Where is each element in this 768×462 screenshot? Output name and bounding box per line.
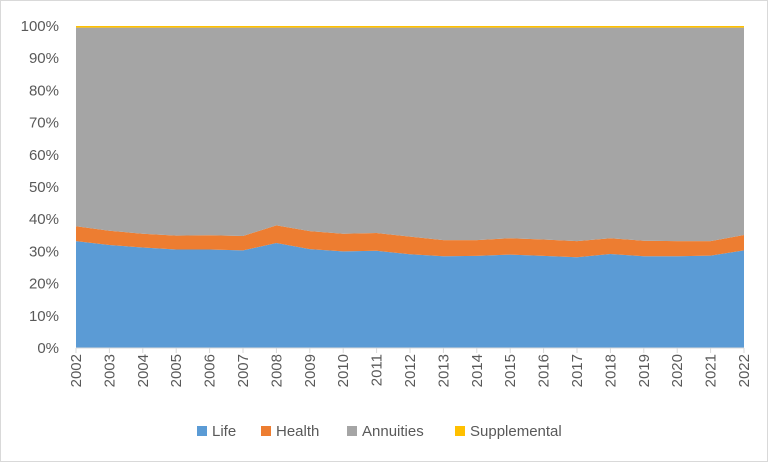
legend-swatch-annuities bbox=[347, 426, 357, 436]
y-tick-label: 50% bbox=[29, 179, 59, 196]
x-tick-label: 2012 bbox=[402, 354, 419, 387]
y-tick-label: 40% bbox=[29, 211, 59, 228]
x-tick-label: 2002 bbox=[68, 354, 85, 387]
x-tick-label: 2005 bbox=[168, 354, 185, 387]
x-tick-label: 2015 bbox=[502, 354, 519, 387]
y-tick-label: 80% bbox=[29, 82, 59, 99]
x-tick-label: 2014 bbox=[469, 354, 486, 387]
y-tick-label: 30% bbox=[29, 243, 59, 260]
y-tick-label: 10% bbox=[29, 308, 59, 325]
x-tick-label: 2019 bbox=[636, 354, 653, 387]
area-series-health bbox=[76, 225, 744, 258]
legend-swatch-health bbox=[261, 426, 271, 436]
y-tick-label: 70% bbox=[29, 115, 59, 132]
legend: Life Health Annuities Supplemental bbox=[197, 423, 562, 440]
legend-label-life: Life bbox=[212, 423, 236, 440]
y-tick-label: 90% bbox=[29, 50, 59, 67]
x-tick-label: 2011 bbox=[369, 354, 386, 386]
x-tick-label: 2017 bbox=[569, 354, 586, 387]
x-axis-ticks: 2002 2003 2004 2005 2006 2007 2008 2009 2010 2011… bbox=[68, 354, 753, 387]
legend-swatch-life bbox=[197, 426, 207, 436]
area-series-life bbox=[76, 241, 744, 348]
y-axis-ticks: 0% 10% 20% 30% 40% 50% 60% 70% 80% 90% 100% bbox=[21, 18, 59, 357]
legend-label-annuities: Annuities bbox=[362, 423, 424, 440]
area-layer bbox=[76, 26, 744, 348]
x-tick-label: 2009 bbox=[302, 354, 319, 387]
y-tick-label: 60% bbox=[29, 147, 59, 164]
area-series-supplemental bbox=[76, 26, 744, 28]
x-tick-label: 2010 bbox=[335, 354, 352, 387]
x-tick-label: 2021 bbox=[703, 354, 720, 387]
area-series-annuities bbox=[76, 27, 744, 242]
legend-label-health: Health bbox=[276, 423, 319, 440]
x-tick-label: 2022 bbox=[736, 354, 753, 387]
y-tick-label: 0% bbox=[37, 340, 59, 357]
x-tick-label: 2003 bbox=[101, 354, 118, 387]
x-tick-label: 2013 bbox=[435, 354, 452, 387]
x-tick-label: 2006 bbox=[202, 354, 219, 387]
legend-swatch-supplemental bbox=[455, 426, 465, 436]
x-tick-label: 2016 bbox=[536, 354, 553, 387]
axes-layer bbox=[75, 347, 745, 353]
x-tick-label: 2018 bbox=[602, 354, 619, 387]
x-tick-label: 2007 bbox=[235, 354, 252, 387]
legend-label-supplemental: Supplemental bbox=[470, 423, 562, 440]
x-tick-label: 2004 bbox=[135, 354, 152, 387]
x-tick-label: 2008 bbox=[268, 354, 285, 387]
y-tick-label: 100% bbox=[21, 18, 59, 35]
y-tick-label: 20% bbox=[29, 276, 59, 293]
x-tick-label: 2020 bbox=[669, 354, 686, 387]
